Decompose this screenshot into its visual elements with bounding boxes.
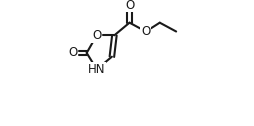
Text: O: O	[141, 25, 151, 38]
Text: O: O	[92, 29, 101, 42]
Text: O: O	[68, 46, 77, 59]
Text: HN: HN	[88, 63, 105, 76]
Text: O: O	[125, 0, 134, 12]
